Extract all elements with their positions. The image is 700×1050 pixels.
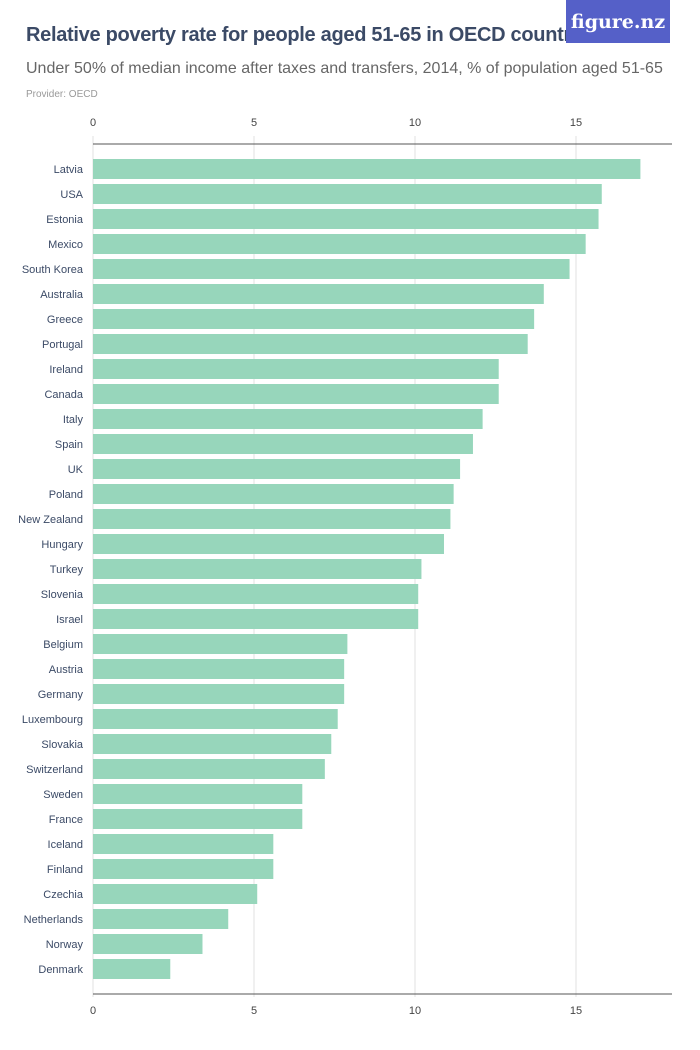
bar: [93, 634, 348, 654]
bar: [93, 784, 303, 804]
bar: [93, 534, 444, 554]
category-label: Turkey: [50, 564, 84, 576]
bar: [93, 434, 473, 454]
category-label: Denmark: [38, 964, 83, 976]
bar: [93, 734, 332, 754]
bar: [93, 509, 451, 529]
x-tick-label-bottom: 10: [409, 1005, 421, 1017]
category-label: Italy: [63, 414, 84, 426]
category-label: Slovenia: [41, 589, 84, 601]
bar: [93, 584, 419, 604]
category-label: Switzerland: [26, 764, 83, 776]
bar: [93, 659, 345, 679]
category-label: Belgium: [43, 639, 83, 651]
chart-subtitle: Under 50% of median income after taxes a…: [26, 60, 663, 77]
category-label: Germany: [38, 689, 84, 701]
x-tick-label-top: 15: [570, 117, 582, 129]
category-label: Greece: [47, 314, 83, 326]
bar: [93, 209, 599, 229]
category-label: UK: [68, 464, 84, 476]
category-label: Norway: [46, 939, 84, 951]
x-tick-label-bottom: 0: [90, 1005, 96, 1017]
category-label: Israel: [56, 614, 83, 626]
bar: [93, 609, 419, 629]
category-label: Slovakia: [41, 739, 83, 751]
category-label: Finland: [47, 864, 83, 876]
category-label: Mexico: [48, 239, 83, 251]
category-label: France: [49, 814, 83, 826]
category-label: Estonia: [46, 214, 84, 226]
bar: [93, 284, 544, 304]
bar: [93, 709, 338, 729]
bar: [93, 884, 258, 904]
category-label: Netherlands: [24, 914, 84, 926]
bar: [93, 459, 461, 479]
bar: [93, 934, 203, 954]
bar: [93, 384, 499, 404]
bar: [93, 684, 345, 704]
bar: [93, 909, 229, 929]
bar: [93, 809, 303, 829]
x-tick-label-bottom: 15: [570, 1005, 582, 1017]
bar: [93, 359, 499, 379]
category-label: Spain: [55, 439, 83, 451]
bar: [93, 559, 422, 579]
bar: [93, 184, 602, 204]
category-label: Iceland: [48, 839, 83, 851]
x-tick-label-top: 0: [90, 117, 96, 129]
bar: [93, 259, 570, 279]
x-tick-label-bottom: 5: [251, 1005, 257, 1017]
bar: [93, 959, 171, 979]
bar: [93, 759, 325, 779]
category-label: Luxembourg: [22, 714, 83, 726]
category-label: Canada: [44, 389, 83, 401]
provider-label: Provider: OECD: [26, 89, 98, 100]
category-label: Australia: [40, 289, 84, 301]
bar: [93, 159, 641, 179]
bar: [93, 834, 274, 854]
bar: [93, 234, 586, 254]
category-label: Poland: [49, 489, 83, 501]
bar: [93, 309, 535, 329]
bar: [93, 484, 454, 504]
chart-title: Relative poverty rate for people aged 51…: [26, 24, 598, 46]
figure-nz-logo[interactable]: figure.nz: [566, 0, 670, 43]
category-label: New Zealand: [18, 514, 83, 526]
x-tick-label-top: 5: [251, 117, 257, 129]
category-label: Austria: [49, 664, 84, 676]
bar: [93, 409, 483, 429]
category-label: Czechia: [43, 889, 84, 901]
category-label: Hungary: [41, 539, 83, 551]
x-tick-label-top: 10: [409, 117, 421, 129]
category-label: Ireland: [49, 364, 83, 376]
category-label: USA: [60, 189, 83, 201]
bar: [93, 859, 274, 879]
category-label: Portugal: [42, 339, 83, 351]
category-label: South Korea: [22, 264, 84, 276]
category-label: Latvia: [54, 164, 84, 176]
category-label: Sweden: [43, 789, 83, 801]
bar: [93, 334, 528, 354]
